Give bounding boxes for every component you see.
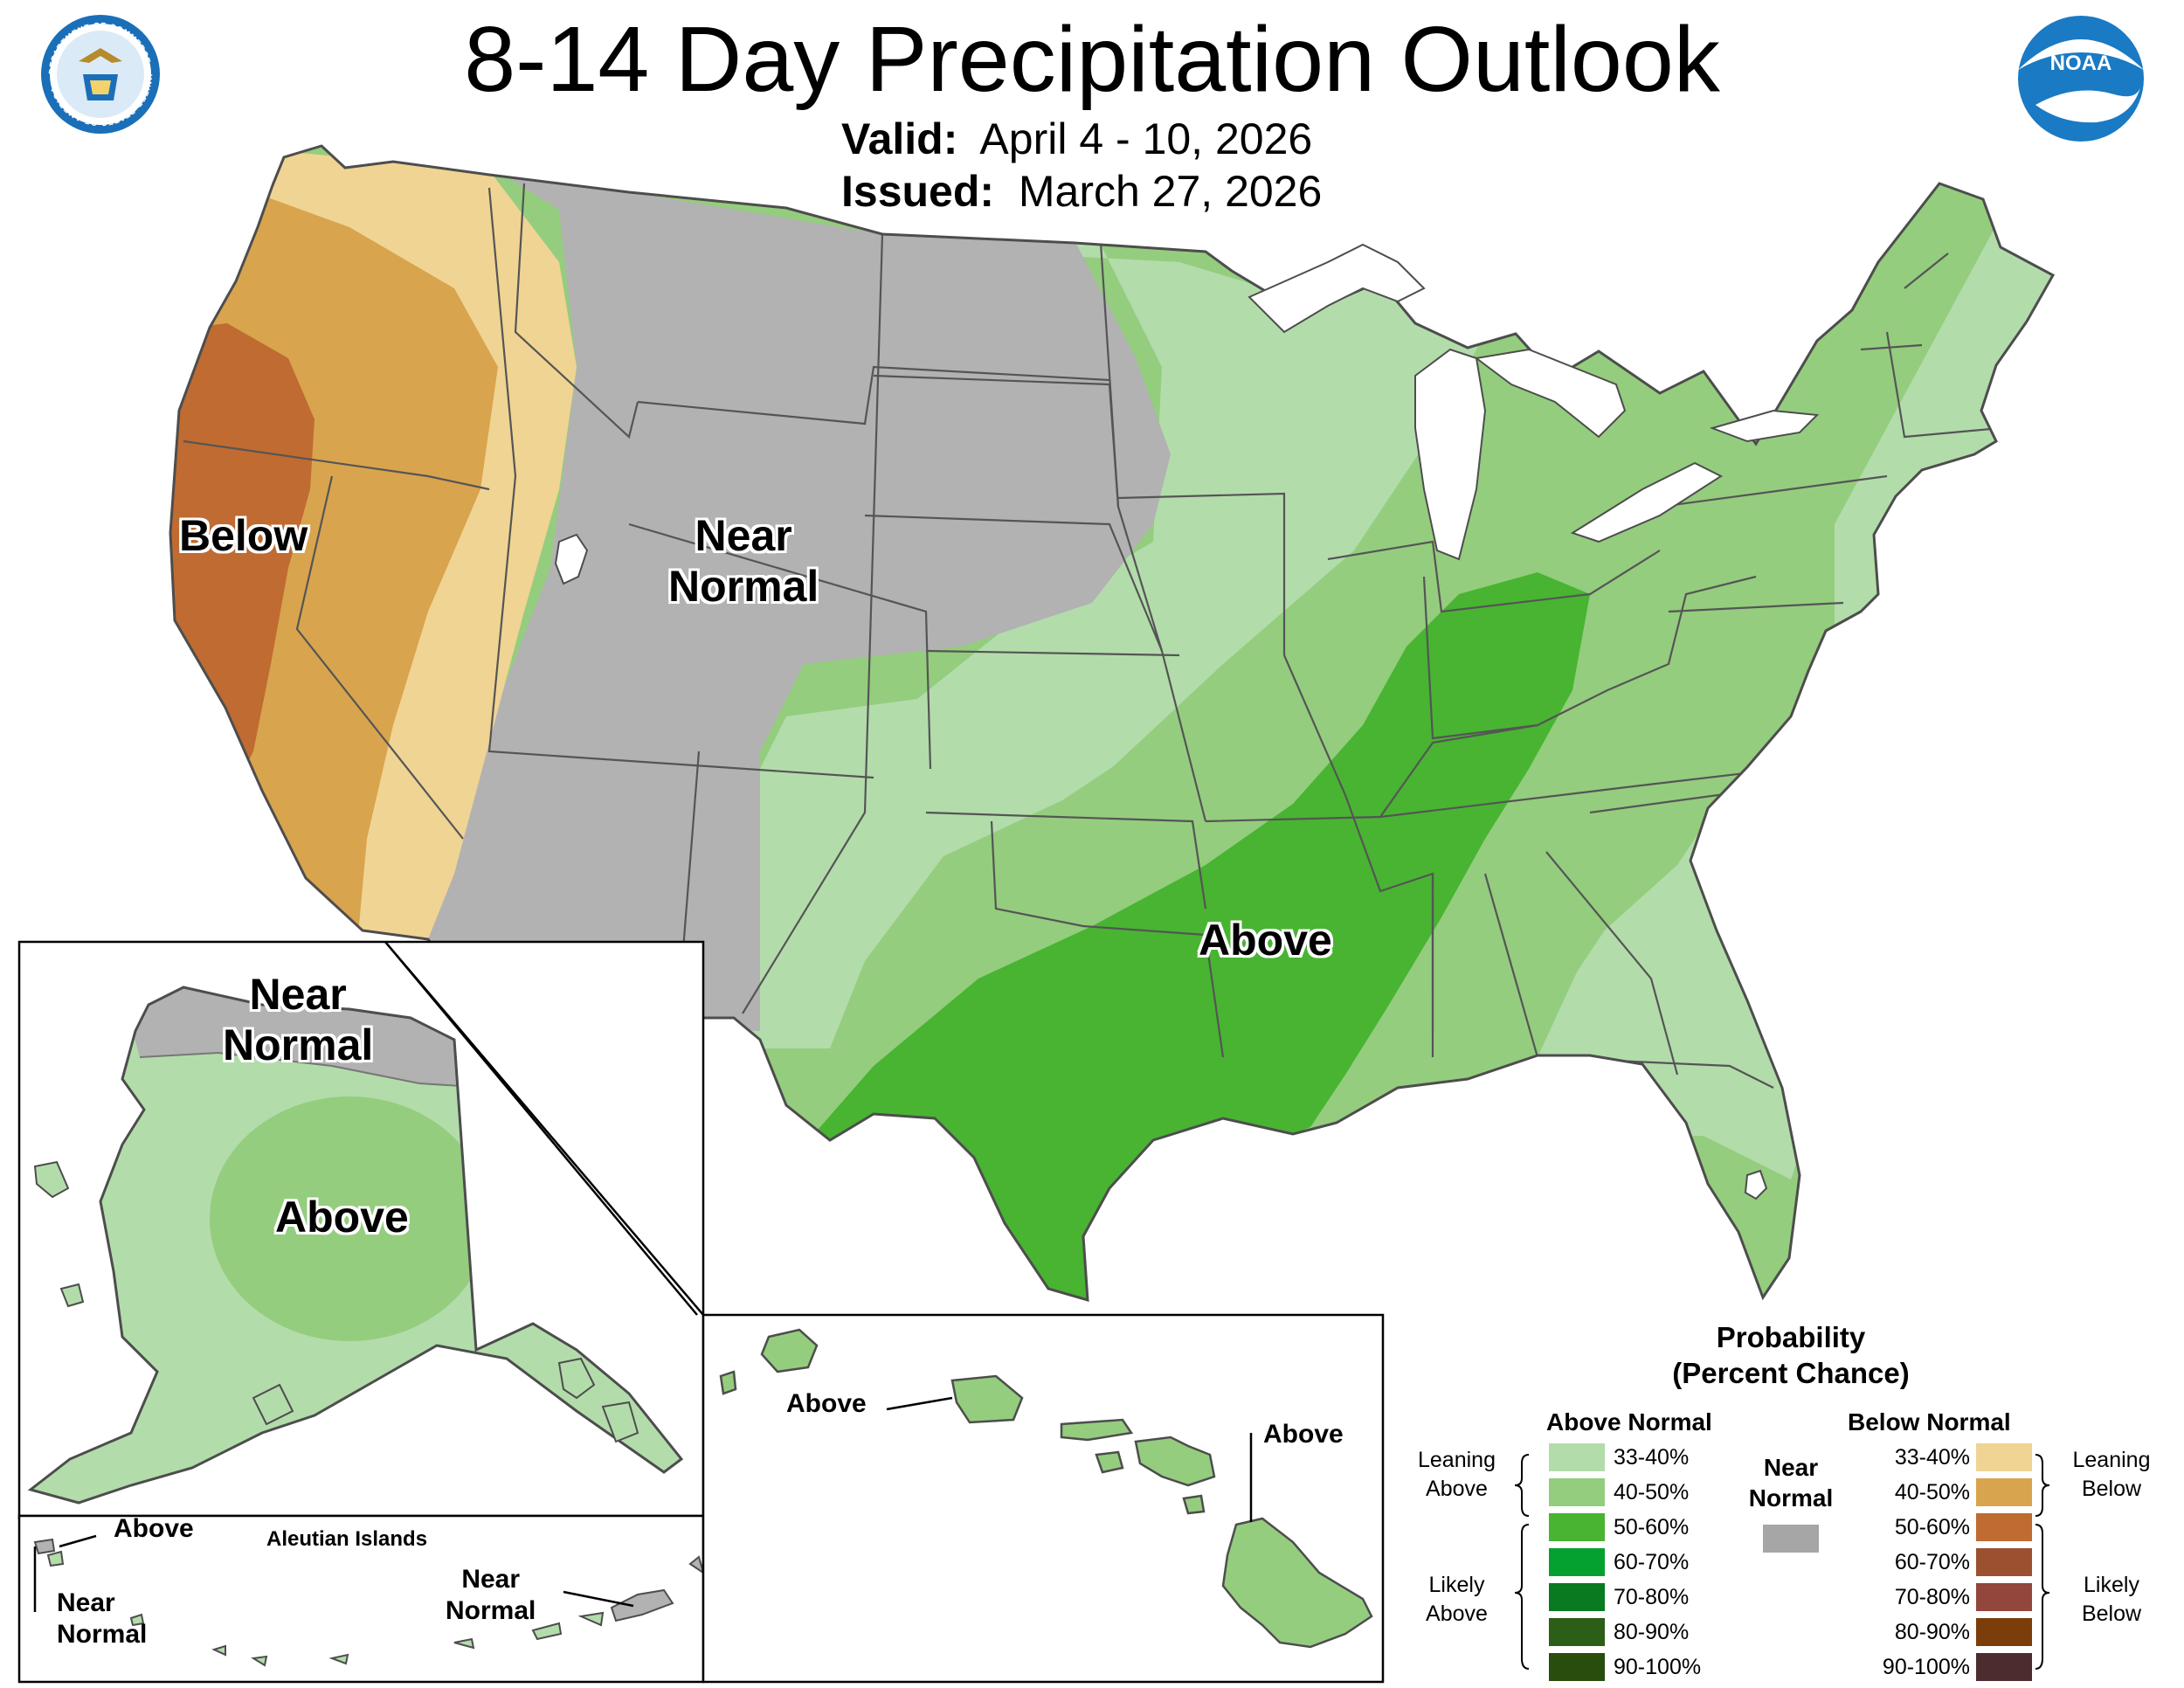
alaska-inset [17, 940, 705, 1520]
aleutian-islands-title: Aleutian Islands [266, 1527, 428, 1551]
legend-below-range: 50-60% [1894, 1515, 1970, 1539]
legend-leaning-above: Leaning Above [1418, 1448, 1496, 1501]
legend-above-header: Above Normal [1546, 1408, 1712, 1435]
noaa-logo-text: NOAA [2050, 52, 2112, 75]
legend-below-swatch [1976, 1548, 2032, 1576]
conus-map [169, 144, 2055, 1302]
legend-above-range: 60-70% [1614, 1550, 1690, 1574]
conus-above-label: Above [1199, 916, 1332, 965]
zone-near-normal [262, 146, 1171, 1031]
legend-below-swatch [1976, 1583, 2032, 1611]
legend-below-range: 90-100% [1882, 1655, 1970, 1679]
legend-above-range: 80-90% [1614, 1620, 1690, 1644]
page-title: 8-14 Day Precipitation Outlook [464, 8, 1720, 111]
conus-below-label: Below [179, 511, 308, 560]
hawaii-inset [702, 1313, 1385, 1684]
legend-below-range: 80-90% [1894, 1620, 1970, 1644]
legend-likely-above: Likely Above [1426, 1573, 1488, 1626]
hawaii-above-east-label: Above [1263, 1420, 1344, 1449]
legend-below-range: 60-70% [1894, 1550, 1970, 1574]
aleutian-inset [17, 1514, 705, 1684]
aleutian-near-normal-east-label: Near Normal [446, 1565, 536, 1625]
legend-below-swatch [1976, 1443, 2032, 1471]
legend-near-normal-swatch [1763, 1525, 1819, 1553]
conus-near-normal-label: Near Normal [668, 511, 819, 611]
legend-brackets [1514, 1454, 2050, 1670]
legend-below-range: 33-40% [1894, 1445, 1970, 1470]
valid-line: Valid: April 4 - 10, 2026 [841, 114, 1312, 164]
legend-above-range: 50-60% [1614, 1515, 1690, 1539]
alaska-above-label: Above [275, 1193, 409, 1242]
department-of-commerce-seal-icon: DEPARTMENT OF COMMERCE · UNITED STATES O… [41, 15, 160, 134]
legend-below-swatch [1976, 1618, 2032, 1646]
legend-below-range: 40-50% [1894, 1480, 1970, 1505]
legend-below-swatch [1976, 1478, 2032, 1506]
legend-above-swatch [1549, 1513, 1605, 1541]
lake-okeechobee [1744, 1169, 1768, 1200]
great-salt-lake [554, 533, 589, 585]
legend-leaning-below: Leaning Below [2072, 1448, 2151, 1501]
legend-likely-below: Likely Below [2081, 1573, 2142, 1626]
legend-above-swatch [1549, 1653, 1605, 1681]
zone-above-lean-west [699, 227, 1485, 1048]
legend-above-swatch [1549, 1478, 1605, 1506]
legend-below-range: 70-80% [1894, 1585, 1970, 1609]
legend-near-normal-label: Near Normal [1748, 1454, 1834, 1512]
aleutian-near-normal-west-label: Near Normal [57, 1588, 148, 1649]
legend-above-range: 90-100% [1614, 1655, 1702, 1679]
issued-value: March 27, 2026 [1018, 167, 1323, 216]
issued-line: Issued: March 27, 2026 [841, 166, 1322, 217]
zone-above-50-60 [812, 572, 1590, 1300]
legend-below-swatch [1976, 1653, 2032, 1681]
valid-label: Valid: [841, 114, 958, 163]
legend-above-swatch [1549, 1548, 1605, 1576]
hawaii-above-west-label: Above [786, 1389, 867, 1418]
legend-above-range: 70-80% [1614, 1585, 1690, 1609]
legend-above-swatch [1549, 1443, 1605, 1471]
legend-heading: Probability (Percent Chance) [1672, 1321, 1910, 1390]
noaa-logo-icon: NOAA [2018, 16, 2144, 142]
legend-below-header: Below Normal [1848, 1408, 2011, 1435]
legend-above-swatch [1549, 1618, 1605, 1646]
legend-above-range: 33-40% [1614, 1445, 1690, 1470]
legend-above-swatch [1549, 1583, 1605, 1611]
valid-value: April 4 - 10, 2026 [979, 114, 1313, 163]
legend-below-swatch [1976, 1513, 2032, 1541]
aleutian-above-label: Above [114, 1514, 194, 1543]
alaska-near-normal-label: Near Normal [223, 970, 374, 1069]
state-boundaries [183, 183, 2001, 1089]
zone-above-lean-east [1538, 201, 2053, 1180]
great-lakes [1248, 243, 1820, 561]
issued-label: Issued: [841, 167, 995, 216]
legend-above-range: 40-50% [1614, 1480, 1690, 1505]
